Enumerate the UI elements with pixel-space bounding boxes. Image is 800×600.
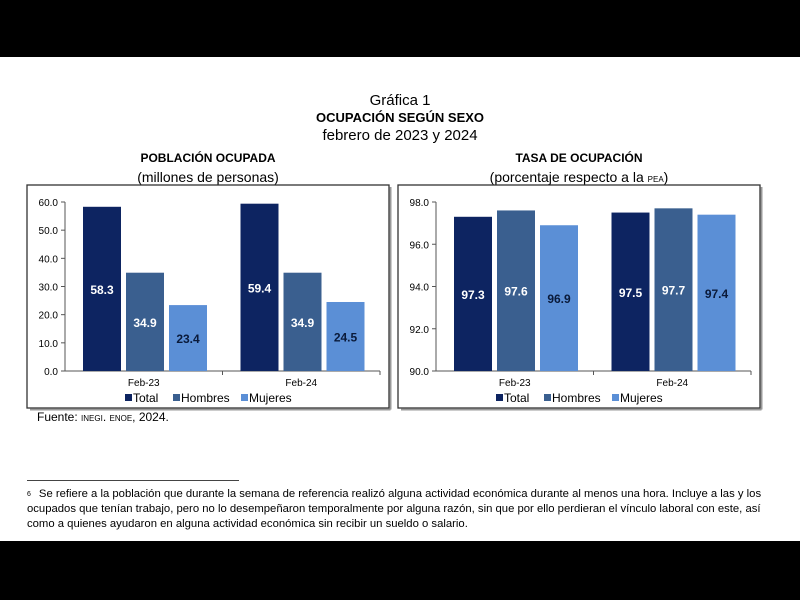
source-label: Fuente: <box>37 410 82 424</box>
source-year: , 2024. <box>132 410 169 424</box>
y-tick-label: 90.0 <box>410 367 430 378</box>
bar-mujeres-feb-23 <box>169 305 207 371</box>
legend-swatch-hombres <box>544 394 551 401</box>
y-tick-label: 0.0 <box>44 367 58 378</box>
data-label: 97.6 <box>504 285 528 299</box>
bar-total-feb-24 <box>611 212 650 371</box>
bar-mujeres-feb-24 <box>697 214 736 371</box>
x-tick-label: Feb-23 <box>499 378 531 389</box>
legend-label-total: Total <box>504 391 529 405</box>
legend-swatch-total <box>496 394 503 401</box>
y-tick-label: 96.0 <box>410 240 430 251</box>
legend-swatch-mujeres <box>612 394 619 401</box>
bar-mujeres-feb-24 <box>326 301 365 371</box>
legend-swatch-hombres <box>173 394 180 401</box>
bar-total-feb-23 <box>454 216 492 371</box>
data-label: 97.5 <box>619 286 643 300</box>
legend-label-hombres: Hombres <box>181 391 230 405</box>
footnote-mark: 6 <box>27 491 31 498</box>
data-label: 96.9 <box>547 292 571 306</box>
footnote-text: Se refiere a la población que durante la… <box>27 488 762 530</box>
chart1-title: POBLACIÓN OCUPADA <box>140 151 276 165</box>
data-label: 23.4 <box>176 332 200 346</box>
data-label: 34.9 <box>291 316 315 330</box>
legend-label-mujeres: Mujeres <box>249 391 292 405</box>
legend-label-hombres: Hombres <box>552 391 601 405</box>
y-tick-label: 92.0 <box>410 325 430 336</box>
source-note: Fuente: inegi. enoe, 2024. <box>37 410 169 424</box>
bar-hombres-feb-23 <box>126 272 164 371</box>
data-label: 24.5 <box>334 330 358 344</box>
figure-number: Gráfica 1 <box>369 92 431 109</box>
bar-hombres-feb-24 <box>654 208 693 371</box>
y-tick-label: 98.0 <box>410 198 430 209</box>
data-label: 97.3 <box>461 288 485 302</box>
x-tick-label: Feb-23 <box>128 378 160 389</box>
data-label: 97.7 <box>662 284 686 298</box>
chart1-subtitle: (millones de personas) <box>137 169 279 185</box>
y-tick-label: 60.0 <box>39 198 59 209</box>
bar-total-feb-23 <box>83 206 121 371</box>
bar-mujeres-feb-23 <box>540 225 578 371</box>
y-tick-label: 94.0 <box>410 283 430 294</box>
y-tick-label: 30.0 <box>39 283 59 294</box>
y-tick-label: 20.0 <box>39 311 59 322</box>
chart2-title: TASA DE OCUPACIÓN <box>515 151 643 165</box>
bar-hombres-feb-24 <box>283 272 322 371</box>
footnote-divider <box>27 480 239 481</box>
legend-label-mujeres: Mujeres <box>620 391 663 405</box>
bar-total-feb-24 <box>240 203 279 371</box>
subtitle-close: ) <box>663 169 669 185</box>
data-label: 58.3 <box>90 283 114 297</box>
chart2-subtitle: (porcentaje respecto a la pea) <box>398 169 760 185</box>
chart1-frame <box>26 184 390 409</box>
data-label: 34.9 <box>133 316 157 330</box>
figure-subtitle: febrero de 2023 y 2024 <box>322 127 478 144</box>
data-label: 59.4 <box>248 281 272 295</box>
legend-swatch-mujeres <box>241 394 248 401</box>
x-tick-label: Feb-24 <box>656 378 688 389</box>
y-tick-label: 10.0 <box>39 339 59 350</box>
legend-swatch-total <box>125 394 132 401</box>
subtitle-abbrev: pea <box>647 171 664 185</box>
subtitle-text: (porcentaje respecto a la <box>489 169 648 185</box>
footnote: 6 Se refiere a la población que durante l… <box>27 487 772 532</box>
legend-label-total: Total <box>133 391 158 405</box>
source-org: inegi. enoe <box>81 410 133 424</box>
y-tick-label: 40.0 <box>39 254 59 265</box>
figure-title: OCUPACIÓN SEGÚN SEXO <box>315 110 485 125</box>
y-tick-label: 50.0 <box>39 226 59 237</box>
bar-hombres-feb-23 <box>497 210 535 371</box>
x-tick-label: Feb-24 <box>285 378 317 389</box>
data-label: 97.4 <box>705 287 729 301</box>
